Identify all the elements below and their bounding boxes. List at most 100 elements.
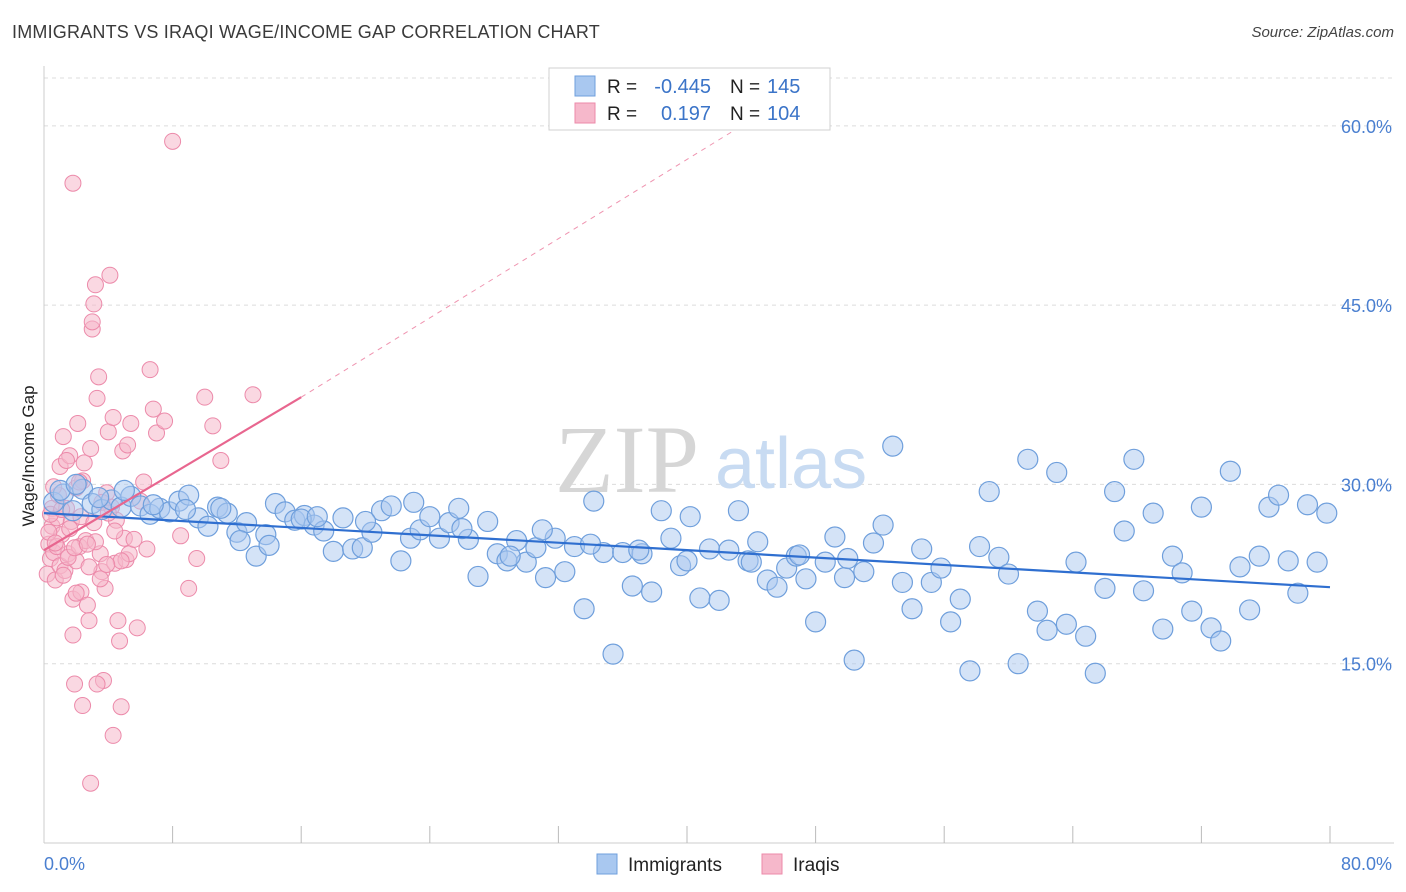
iraqis-point-50	[112, 698, 130, 716]
iraqis-point-76	[54, 566, 72, 584]
immigrants-point-20	[235, 512, 258, 534]
tick-labels: 15.0% 30.0% 45.0% 60.0% 0.0% 80.0%	[44, 117, 1392, 874]
immigrants-point-150	[628, 539, 650, 561]
immigrants-point-60	[621, 575, 643, 597]
iraqis-point-48	[109, 612, 127, 630]
watermark-atlas: atlas	[715, 424, 867, 504]
immigrants-point-102	[1026, 600, 1049, 622]
immigrants-point-132	[1316, 502, 1338, 524]
immigrants-point-118	[1181, 600, 1203, 622]
immigrants-point-103	[1036, 619, 1058, 641]
immigrants-point-56	[583, 490, 605, 512]
immigrants-point-63	[650, 500, 672, 522]
immigrants-point-71	[727, 500, 750, 522]
immigrants-point-70	[718, 539, 740, 561]
immigrants-point-94	[949, 588, 971, 610]
immigrants-point-62	[641, 581, 663, 603]
iraqis-point-42	[99, 423, 117, 441]
immigrants-point-127	[1267, 484, 1290, 506]
immigrants-point-114	[1142, 502, 1164, 524]
legend-r-value-1: -0.445	[654, 76, 711, 98]
immigrants-point-93	[940, 611, 962, 633]
y-tick-label-0: 15.0%	[1341, 655, 1392, 675]
iraqis-point-31	[82, 440, 100, 458]
iraqis-point-33	[85, 295, 103, 313]
immigrants-point-125	[1248, 545, 1270, 567]
immigrants-point-66	[679, 506, 701, 528]
iraqis-point-45	[104, 408, 122, 426]
immigrants-point-147	[499, 545, 521, 567]
iraqis-point-34	[86, 276, 104, 294]
iraqis-point-63	[144, 400, 162, 418]
iraqis-point-80	[80, 558, 98, 576]
immigrants-trend-line	[43, 511, 1331, 589]
bottom-legend-swatch-immigrants	[596, 853, 618, 875]
iraqis-points	[38, 132, 262, 792]
immigrants-point-101	[1017, 448, 1039, 470]
immigrants-point-136	[113, 479, 135, 501]
iraqis-point-57	[125, 530, 143, 548]
iraqis-point-30	[80, 612, 98, 630]
iraqis-point-61	[138, 540, 156, 558]
iraqis-point-78	[67, 584, 85, 602]
iraqis-point-88	[64, 174, 82, 192]
immigrants-point-119	[1190, 496, 1213, 518]
y-axis-title: Wage/Income Gap	[19, 385, 38, 526]
immigrants-point-32	[351, 537, 373, 559]
immigrants-point-109	[1094, 577, 1116, 599]
iraqis-point-54	[119, 436, 137, 454]
iraqis-point-100	[98, 555, 116, 573]
immigrants-point-100	[1007, 653, 1029, 675]
chart-title: IMMIGRANTS VS IRAQI WAGE/INCOME GAP CORR…	[12, 22, 600, 42]
immigrants-point-145	[403, 491, 425, 513]
immigrants-point-108	[1084, 662, 1106, 684]
iraqis-point-20	[66, 675, 84, 693]
bottom-legend-label-immigrants: Immigrants	[628, 855, 722, 876]
iraqis-point-62	[141, 361, 159, 379]
immigrants-point-30	[332, 507, 354, 529]
trend-lines	[43, 119, 1331, 589]
immigrants-point-84	[853, 561, 875, 583]
immigrants-point-129	[1287, 582, 1309, 604]
immigrants-point-40	[428, 527, 451, 549]
y-tick-label-1: 30.0%	[1341, 475, 1392, 495]
immigrants-point-148	[531, 519, 553, 541]
immigrants-point-99	[997, 563, 1020, 585]
immigrants-point-110	[1103, 480, 1126, 503]
iraqis-point-65	[156, 412, 174, 430]
iraqis-point-73	[244, 386, 262, 404]
watermark: ZIP atlas	[555, 406, 867, 513]
immigrants-point-97	[978, 480, 1000, 503]
immigrants-point-137	[142, 494, 164, 516]
iraqis-point-29	[78, 596, 96, 614]
immigrants-point-130	[1296, 494, 1319, 516]
immigrants-point-128	[1277, 550, 1299, 572]
immigrants-point-90	[911, 538, 933, 560]
immigrants-point-67	[689, 587, 711, 609]
immigrants-point-96	[968, 535, 991, 558]
iraqis-point-56	[122, 414, 140, 432]
immigrants-point-111	[1113, 520, 1135, 542]
immigrants-point-116	[1161, 545, 1184, 567]
iraqis-point-70	[196, 388, 214, 406]
immigrants-point-107	[1075, 625, 1097, 647]
immigrants-point-81	[824, 526, 846, 548]
immigrants-point-58	[602, 643, 624, 665]
iraqis-point-99	[91, 570, 109, 588]
immigrants-point-139	[210, 497, 232, 519]
iraqis-point-64	[148, 424, 166, 442]
iraqis-point-103	[88, 675, 106, 693]
immigrants-point-45	[477, 510, 499, 533]
bottom-legend-swatch-iraqis	[761, 853, 783, 875]
iraqis-point-68	[180, 579, 198, 597]
y-tick-label-2: 45.0%	[1341, 296, 1392, 316]
iraqis-point-85	[112, 552, 130, 570]
immigrants-point-146	[451, 518, 473, 540]
immigrants-point-89	[901, 598, 923, 620]
legend-swatch-immigrants	[574, 75, 596, 97]
iraqis-point-69	[188, 550, 206, 568]
immigrants-point-124	[1239, 599, 1261, 621]
iraqis-point-87	[58, 452, 76, 469]
immigrants-point-105	[1055, 613, 1077, 635]
